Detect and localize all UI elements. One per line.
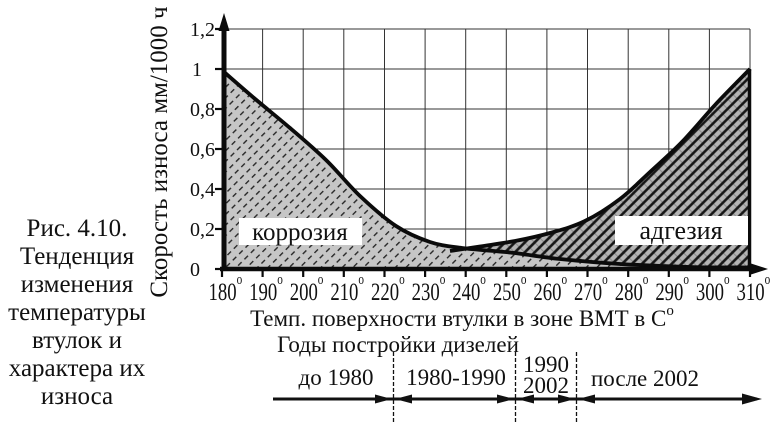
svg-text:Рис. 4.10.: Рис. 4.10. [27, 215, 128, 242]
svg-text:0: 0 [190, 259, 200, 281]
svg-text:2002: 2002 [523, 373, 569, 398]
svg-text:после 2002: после 2002 [591, 366, 699, 391]
svg-text:1980-1990: 1980-1990 [406, 365, 506, 390]
svg-text:Тенденция: Тенденция [20, 243, 135, 270]
svg-text:характера их: характера их [9, 355, 146, 382]
svg-text:Скорость износа мм/1000 ч: Скорость износа мм/1000 ч [146, 6, 173, 297]
svg-text:коррозия: коррозия [252, 219, 348, 246]
svg-text:1,2: 1,2 [190, 19, 215, 41]
svg-text:износа: износа [41, 383, 113, 410]
svg-text:адгезия: адгезия [639, 216, 722, 245]
svg-text:0,4: 0,4 [190, 179, 215, 201]
svg-text:изменения: изменения [21, 271, 134, 298]
svg-text:0,2: 0,2 [190, 219, 215, 241]
svg-text:Темп. поверхности втулки в зон: Темп. поверхности втулки в зоне ВМТ в Сo [250, 303, 674, 331]
svg-text:температуры: температуры [8, 299, 146, 326]
svg-text:0,6: 0,6 [190, 139, 215, 161]
svg-text:втулок и: втулок и [32, 327, 122, 354]
svg-text:Годы постройки дизелей: Годы постройки дизелей [277, 332, 519, 357]
svg-text:1990: 1990 [523, 352, 569, 377]
svg-text:0,8: 0,8 [190, 99, 215, 121]
svg-text:1: 1 [192, 59, 202, 81]
svg-text:до 1980: до 1980 [299, 365, 374, 390]
